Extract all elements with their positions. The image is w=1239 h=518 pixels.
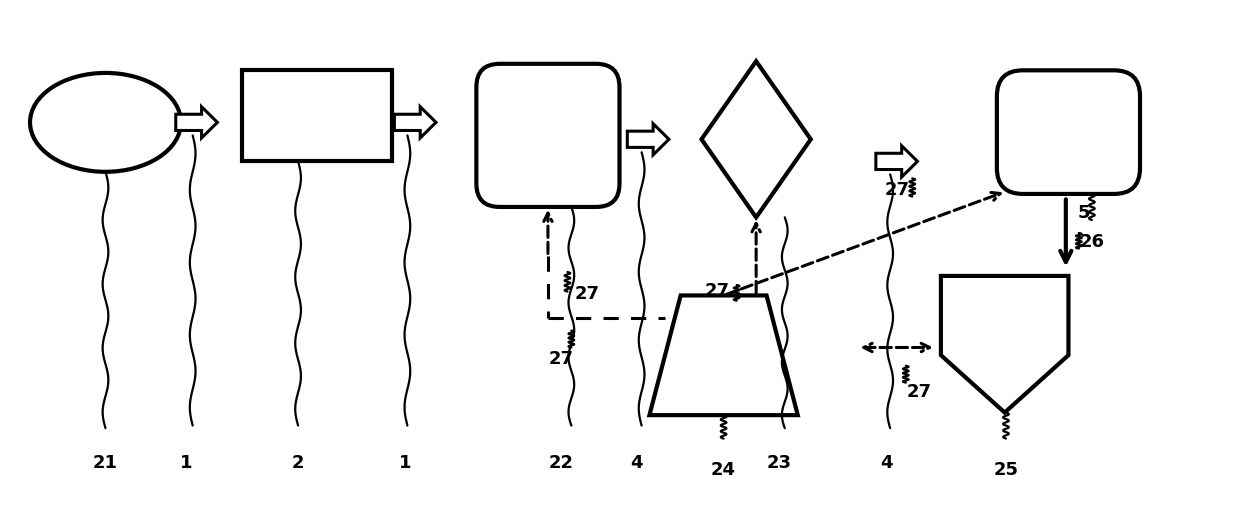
Text: 27: 27 [885, 181, 909, 199]
Text: 1: 1 [180, 454, 192, 472]
Text: 27: 27 [549, 350, 574, 368]
Text: 22: 22 [549, 454, 574, 472]
Text: 2: 2 [292, 454, 305, 472]
Text: 24: 24 [711, 461, 736, 479]
Text: 4: 4 [631, 454, 643, 472]
Text: 27: 27 [575, 285, 600, 303]
Polygon shape [876, 146, 918, 177]
Text: 26: 26 [1079, 233, 1104, 251]
Text: 27: 27 [705, 282, 730, 300]
Polygon shape [394, 107, 436, 138]
Polygon shape [176, 107, 217, 138]
Text: 27: 27 [906, 383, 932, 400]
Polygon shape [627, 124, 669, 155]
Text: 23: 23 [767, 454, 792, 472]
Text: 25: 25 [994, 461, 1018, 479]
Text: 4: 4 [880, 454, 892, 472]
Text: 21: 21 [93, 454, 118, 472]
Text: 1: 1 [399, 454, 411, 472]
Bar [242, 70, 392, 162]
Text: 5: 5 [1078, 204, 1090, 222]
